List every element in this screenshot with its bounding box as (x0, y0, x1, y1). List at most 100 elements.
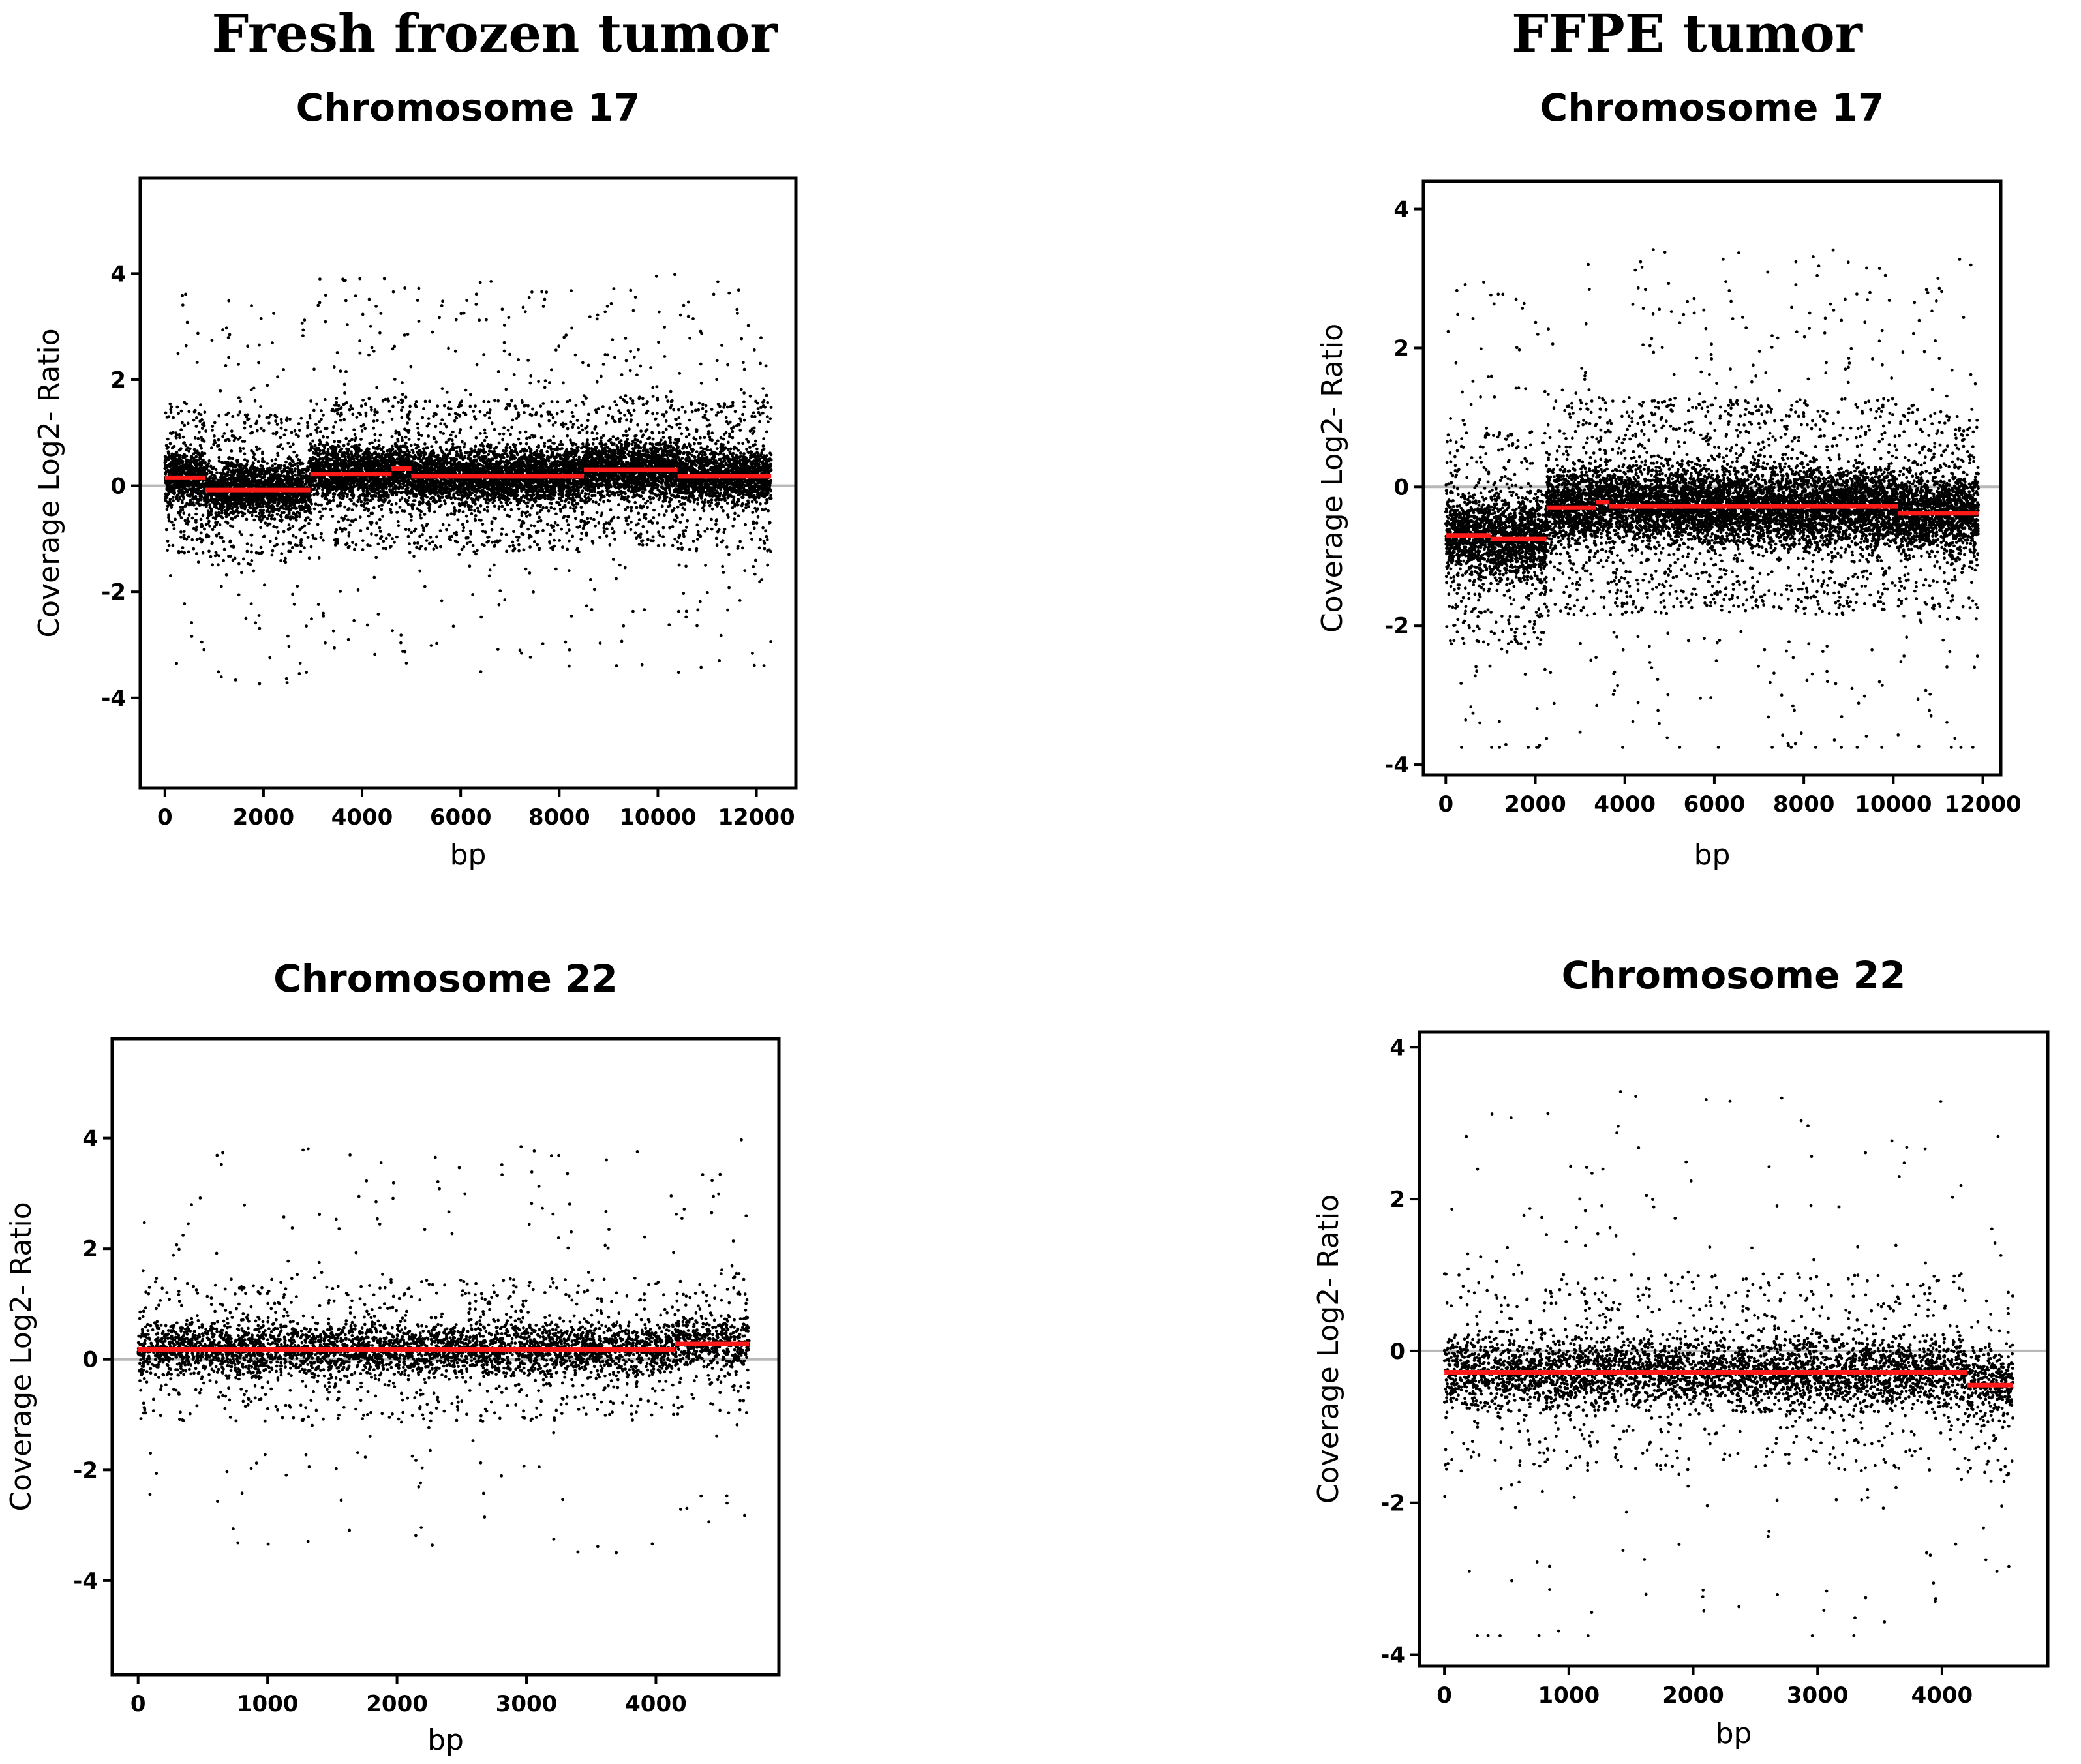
data-point (397, 524, 401, 528)
data-point (182, 530, 186, 533)
data-point (259, 464, 263, 468)
data-point (478, 281, 482, 284)
data-point (722, 405, 726, 409)
data-point (203, 527, 206, 531)
data-point (425, 424, 429, 428)
data-point (753, 348, 756, 352)
data-point (526, 359, 530, 362)
data-point (566, 523, 570, 526)
data-point (305, 671, 308, 674)
data-point (230, 434, 234, 438)
data-point (678, 313, 682, 317)
data-point (743, 569, 747, 573)
data-point (190, 621, 194, 624)
data-point (184, 444, 188, 448)
data-point (250, 513, 254, 517)
data-point (764, 529, 768, 533)
data-point (723, 527, 727, 531)
data-point (740, 337, 744, 341)
data-point (605, 534, 609, 538)
data-point (554, 348, 558, 352)
data-point (451, 501, 455, 505)
data-point (767, 509, 770, 513)
data-point (676, 671, 680, 675)
data-point (592, 588, 596, 592)
data-point (602, 526, 606, 530)
data-point (353, 547, 356, 551)
data-point (561, 545, 564, 549)
data-point (640, 663, 644, 667)
data-point (335, 504, 339, 508)
data-point (451, 442, 455, 446)
data-point (725, 545, 729, 549)
data-point (423, 585, 427, 588)
data-point (765, 393, 768, 397)
data-point (271, 510, 275, 513)
data-point (245, 459, 249, 463)
data-point (244, 616, 248, 620)
data-point (171, 496, 175, 499)
data-point (347, 531, 351, 534)
data-point (272, 312, 275, 315)
data-point (450, 438, 454, 442)
data-point (301, 334, 305, 337)
data-point (582, 445, 585, 449)
data-point (710, 507, 714, 511)
data-point (250, 559, 254, 562)
data-point (324, 294, 327, 297)
data-point (441, 299, 444, 303)
data-point (388, 545, 392, 549)
data-point (626, 489, 630, 493)
data-point (362, 504, 366, 508)
data-point (445, 390, 449, 394)
data-point (514, 407, 518, 411)
data-point (468, 564, 472, 568)
data-point (342, 444, 346, 448)
data-point (629, 419, 633, 423)
data-point (303, 546, 306, 550)
data-point (315, 431, 319, 434)
data-point (367, 297, 371, 301)
data-point (331, 515, 335, 518)
data-point (300, 321, 304, 325)
data-point (416, 507, 419, 511)
data-point (485, 509, 489, 513)
data-point (574, 517, 577, 521)
chart-title: Chromosome 17 (296, 85, 641, 130)
data-point (622, 624, 626, 628)
data-point (631, 399, 635, 403)
data-point (439, 545, 442, 549)
data-point (623, 530, 627, 534)
data-point (326, 448, 330, 451)
data-point (733, 410, 737, 414)
data-point (479, 670, 483, 673)
data-point (171, 543, 175, 547)
data-point (757, 410, 761, 414)
data-point (324, 507, 327, 511)
data-point (560, 410, 564, 414)
data-point (438, 316, 441, 320)
data-point (354, 543, 358, 547)
data-point (365, 526, 369, 530)
data-point (705, 591, 709, 594)
data-point (448, 400, 451, 404)
data-point (281, 542, 285, 546)
data-point (356, 588, 360, 592)
data-point (735, 312, 739, 315)
data-point (474, 303, 478, 306)
data-point (726, 496, 729, 500)
data-point (502, 324, 506, 327)
data-point (166, 540, 170, 543)
data-point (337, 404, 341, 408)
data-point (595, 380, 599, 384)
data-point (639, 364, 643, 368)
data-point (273, 517, 277, 521)
data-point (305, 434, 309, 438)
data-point (391, 629, 394, 633)
data-point (468, 393, 472, 397)
data-point (187, 519, 190, 523)
data-point (493, 504, 496, 508)
data-point (217, 414, 221, 418)
data-point (613, 400, 616, 403)
data-point (237, 562, 241, 566)
